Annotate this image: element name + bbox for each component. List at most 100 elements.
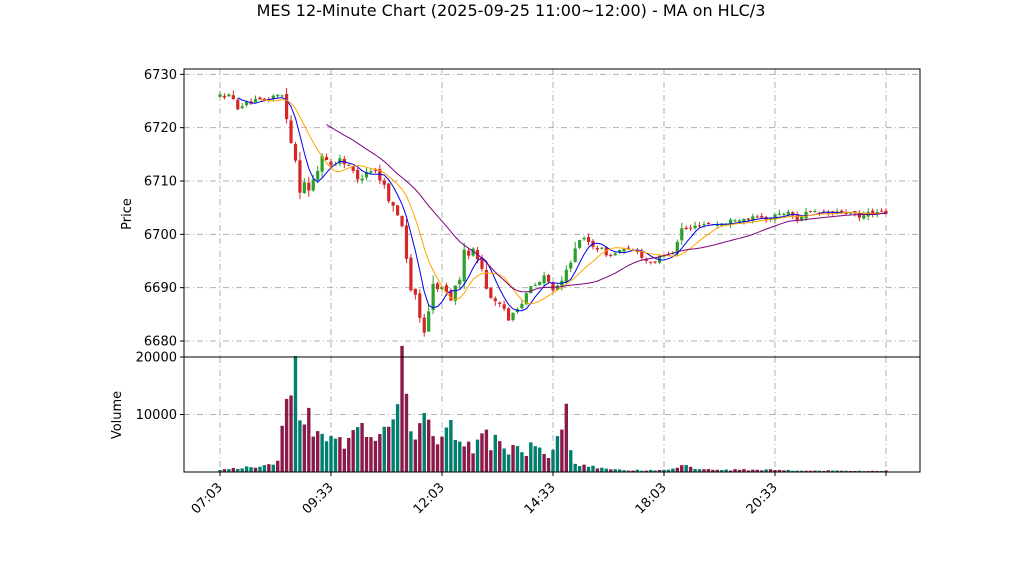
candle-body — [356, 169, 360, 180]
volume-bar — [453, 439, 458, 472]
volume-bar — [804, 470, 808, 472]
candle-body — [746, 218, 750, 220]
price-y-ticks: 6680 6690 6700 6710 6720 6730 — [144, 68, 184, 350]
price-tick-label: 6710 — [144, 175, 177, 190]
candle-body — [595, 247, 599, 250]
volume-bar — [586, 466, 591, 472]
candle-body — [546, 275, 551, 282]
candle-body — [773, 214, 777, 220]
volume-bar — [258, 466, 262, 472]
candle-body — [240, 106, 244, 109]
candle-body — [422, 317, 426, 333]
candle-body — [418, 293, 422, 318]
volume-bar — [444, 427, 449, 472]
volume-panel: 10000 20000 Volume — [110, 345, 921, 473]
volume-bar — [773, 470, 777, 472]
candle-body — [502, 304, 506, 309]
volume-bar — [249, 467, 253, 472]
candle-body — [351, 166, 355, 171]
candle-body — [635, 251, 639, 253]
volume-bar — [817, 470, 822, 472]
candle-body — [609, 254, 613, 256]
volume-bar — [786, 469, 791, 472]
volume-bar — [813, 470, 817, 472]
candle-body — [649, 261, 653, 263]
candle-body — [373, 169, 377, 171]
candle-body — [618, 249, 622, 252]
candle-body — [755, 216, 759, 218]
volume-bar — [684, 464, 688, 472]
candle-body — [378, 168, 382, 181]
volume-bar — [298, 420, 302, 472]
candle-body — [498, 302, 502, 304]
candle-body — [231, 95, 235, 100]
candle-body — [715, 224, 719, 226]
candle-body — [653, 261, 657, 263]
candle-body — [697, 225, 702, 227]
volume-bar — [569, 450, 573, 472]
volume-bar — [617, 469, 622, 472]
volume-y-ticks: 10000 20000 — [136, 351, 184, 423]
volume-bar — [715, 469, 719, 472]
volume-bar — [555, 436, 560, 472]
volume-bar — [653, 470, 657, 472]
volume-axis-label: Volume — [110, 391, 125, 439]
volume-bar — [329, 435, 333, 472]
ma-line-mid — [259, 99, 887, 305]
volume-bar — [577, 466, 582, 472]
volume-bar — [768, 469, 773, 472]
volume-bar — [320, 433, 324, 472]
candle-body — [316, 170, 320, 180]
volume-bar — [702, 469, 706, 472]
candle-body — [471, 248, 475, 256]
volume-bar — [515, 446, 520, 472]
candle-body — [777, 213, 782, 215]
volume-bar — [795, 470, 799, 472]
volume-bar — [680, 465, 684, 472]
volume-bar — [777, 469, 782, 472]
volume-bar — [835, 470, 839, 472]
volume-bar — [293, 356, 298, 472]
candle-body — [693, 225, 697, 229]
volume-bar — [884, 470, 888, 472]
volume-bar — [311, 436, 315, 472]
volume-bar — [391, 419, 395, 472]
volume-bar — [826, 470, 830, 472]
volume-bar — [844, 470, 848, 472]
volume-bar — [315, 431, 320, 472]
volume-tick-label: 10000 — [136, 408, 177, 423]
candle-body — [298, 160, 302, 193]
volume-bar — [422, 412, 426, 472]
volume-bar — [808, 470, 813, 472]
volume-bar — [613, 469, 617, 472]
candle-body — [511, 312, 515, 321]
candle-body — [555, 285, 560, 290]
volume-bar — [848, 470, 853, 472]
volume-bar — [236, 468, 240, 472]
volume-bar — [799, 470, 804, 472]
volume-bar — [498, 441, 502, 472]
candle-body — [564, 269, 568, 283]
volume-bar — [537, 447, 542, 472]
volume-bar — [280, 425, 284, 472]
volume-bar — [369, 437, 373, 472]
volume-bar — [831, 470, 835, 472]
volume-bar — [400, 345, 404, 472]
volume-bar — [506, 454, 511, 472]
volume-bar — [720, 470, 724, 472]
volume-bar — [737, 469, 742, 472]
volume-bar — [879, 470, 884, 472]
candle-body — [613, 253, 617, 256]
candle-body — [857, 212, 861, 218]
volume-bar — [622, 470, 626, 472]
candle-body — [449, 291, 453, 301]
candle-body — [396, 205, 400, 216]
volume-bar — [302, 424, 307, 472]
volume-panel-frame — [183, 356, 921, 473]
candle-body — [347, 164, 351, 166]
candle-body — [480, 258, 484, 269]
candle-body — [657, 255, 662, 263]
volume-bar — [418, 423, 422, 472]
candle-body — [364, 172, 369, 178]
